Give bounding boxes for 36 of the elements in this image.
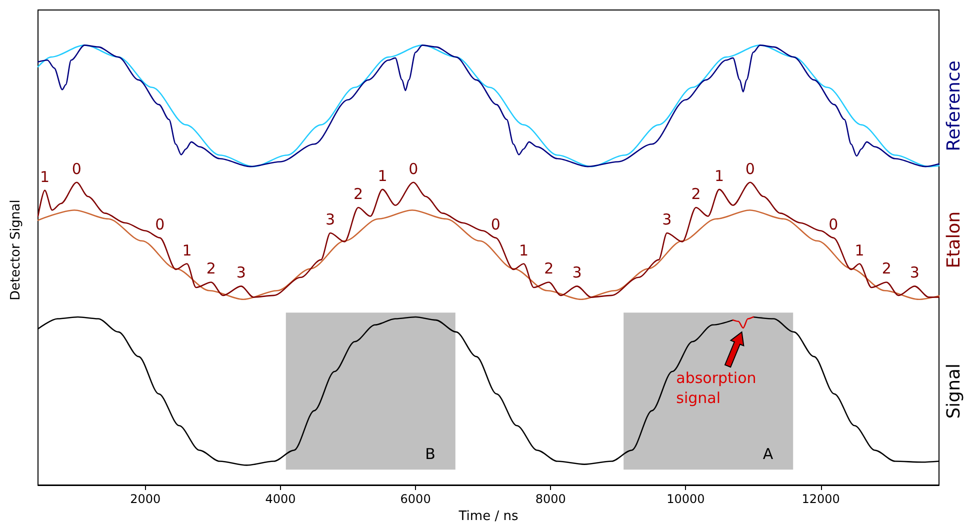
annotation: 2 bbox=[882, 260, 892, 278]
annotation: 0 bbox=[408, 160, 418, 178]
y-axis-title: Detector Signal bbox=[8, 200, 24, 300]
annotation: 0 bbox=[155, 215, 165, 234]
text: Reference bbox=[944, 60, 964, 152]
x-tick-label: 4000 bbox=[265, 492, 296, 506]
annotation: 3 bbox=[662, 210, 672, 228]
x-tick-label: 12000 bbox=[802, 492, 840, 506]
annotation: 1 bbox=[378, 166, 388, 185]
band-label: A bbox=[762, 445, 774, 464]
annotation: 0 bbox=[745, 160, 755, 178]
annotation: 0 bbox=[72, 160, 82, 178]
x-tick-label: 10000 bbox=[666, 492, 705, 506]
annotation: 1 bbox=[40, 168, 50, 186]
x-tick-label: 8000 bbox=[535, 492, 566, 506]
x-tick-label: 2000 bbox=[130, 492, 161, 506]
annotation: 2 bbox=[354, 184, 364, 203]
annotation: 1 bbox=[182, 241, 192, 260]
annotation: 0 bbox=[828, 215, 838, 234]
annotation: 3 bbox=[325, 210, 336, 228]
annotation: 0 bbox=[490, 215, 500, 234]
band-label: B bbox=[425, 445, 436, 464]
text: Etalon bbox=[944, 211, 964, 268]
annotation: 2 bbox=[544, 260, 554, 278]
annotation: 2 bbox=[691, 184, 701, 203]
annotation: 1 bbox=[854, 241, 864, 260]
text: Signal bbox=[944, 363, 964, 419]
x-tick-label: 6000 bbox=[400, 492, 431, 506]
annotation: 3 bbox=[572, 264, 582, 282]
x-axis-title: Time / ns bbox=[458, 509, 518, 524]
annotation: 3 bbox=[910, 264, 920, 282]
annotation: 1 bbox=[714, 166, 724, 185]
annotation: 2 bbox=[206, 260, 216, 278]
annotation: 3 bbox=[236, 264, 246, 282]
annotation: absorption signal bbox=[676, 368, 762, 407]
annotation: 1 bbox=[518, 241, 529, 260]
